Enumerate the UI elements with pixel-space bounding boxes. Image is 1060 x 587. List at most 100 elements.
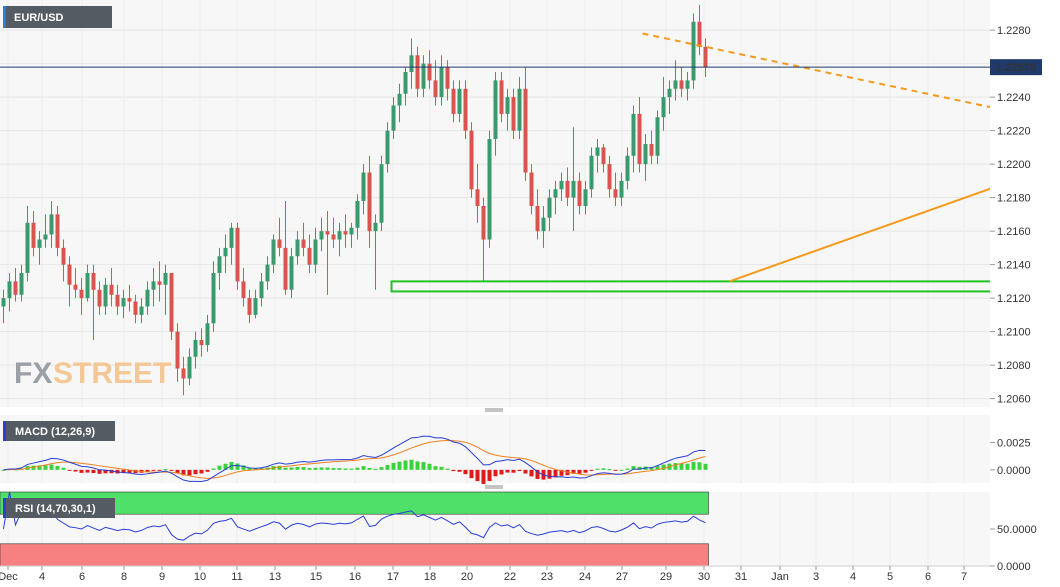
time-tick-label: 7: [961, 571, 967, 583]
macd-histogram-bar: [433, 466, 438, 470]
candle-body: [55, 214, 60, 248]
candle-body: [571, 180, 576, 198]
macd-histogram-bar: [67, 469, 72, 471]
macd-histogram-bar: [55, 465, 60, 470]
macd-signal-line: [3, 439, 706, 479]
time-tick-label: 23: [541, 571, 553, 583]
candle-body: [163, 273, 168, 285]
macd-histogram-bar: [145, 469, 150, 472]
macd-histogram-bar: [523, 469, 528, 474]
candle-body: [337, 231, 342, 240]
macd-resize-handle[interactable]: [485, 408, 503, 412]
macd-histogram-bar: [583, 469, 588, 473]
candle-body: [49, 214, 54, 235]
macd-histogram-bar: [49, 464, 54, 470]
macd-tick-label: 0.0000: [997, 465, 1031, 477]
candle-body: [25, 222, 30, 274]
time-tick-label: 24: [579, 571, 591, 583]
candle-body: [259, 281, 264, 299]
macd-histogram-bar: [469, 469, 474, 479]
candle-body: [619, 180, 624, 198]
rsi-oversold-band: [0, 543, 709, 567]
candle-body: [265, 264, 270, 282]
candle-body: [37, 239, 42, 248]
macd-histogram-bar: [595, 468, 600, 470]
candle-body: [673, 80, 678, 89]
macd-histogram-bar: [559, 469, 564, 476]
macd-histogram-bar: [355, 467, 360, 470]
macd-histogram-bar: [211, 468, 216, 470]
macd-histogram-bar: [235, 463, 240, 470]
macd-histogram-bar: [439, 466, 444, 470]
candle-body: [31, 222, 36, 248]
candle-body: [349, 227, 354, 235]
candle-body: [175, 331, 180, 369]
price-tick-label: 1.2100: [997, 327, 1031, 339]
macd-histogram-bar: [691, 461, 696, 470]
candle-body: [157, 281, 162, 285]
candle-body: [583, 189, 588, 207]
candle-body: [607, 164, 612, 190]
candle-body: [439, 66, 444, 98]
time-tick-label: 18: [424, 571, 436, 583]
symbol-label: EUR/USD: [14, 12, 64, 24]
macd-histogram-bar: [481, 469, 486, 484]
macd-histogram-bar: [103, 469, 108, 474]
time-tick-label: Jan: [771, 571, 789, 583]
macd-histogram-bar: [343, 468, 348, 470]
rsi-resize-handle[interactable]: [485, 485, 503, 489]
candle-body: [361, 172, 366, 201]
macd-histogram-bar: [283, 467, 288, 470]
candle-body: [667, 88, 672, 98]
rsi-tick-label: 50.0000: [997, 524, 1037, 536]
candle-body: [145, 289, 150, 307]
candle-body: [595, 147, 600, 156]
time-tick-label: 6: [925, 571, 931, 583]
candle-body: [199, 340, 204, 346]
candle-body: [355, 200, 360, 228]
candle-body: [229, 227, 234, 248]
candle-body: [397, 93, 402, 106]
candle-body: [169, 273, 174, 332]
price-tick-label: 1.2160: [997, 226, 1031, 238]
candle-body: [649, 144, 654, 156]
time-tick-label: 9: [159, 571, 165, 583]
macd-histogram-bar: [685, 463, 690, 470]
macd-histogram-bar: [289, 467, 294, 470]
candle-body: [643, 144, 648, 165]
macd-histogram-bar: [175, 469, 180, 474]
macd-histogram-bar: [181, 469, 186, 476]
macd-histogram-bar: [163, 468, 168, 470]
candle-body: [103, 284, 108, 307]
macd-histogram-bar: [319, 467, 324, 470]
macd-histogram-bar: [463, 469, 468, 475]
macd-histogram-bar: [625, 468, 630, 470]
candle-body: [409, 55, 414, 73]
candle-body: [445, 66, 450, 89]
candle-body: [433, 80, 438, 98]
candle-body: [271, 239, 276, 265]
macd-histogram-bar: [421, 462, 426, 470]
candle-body: [523, 88, 528, 173]
price-tick-label: 1.2240: [997, 92, 1031, 104]
candle-body: [553, 189, 558, 198]
macd-histogram-bar: [487, 469, 492, 481]
macd-histogram-bar: [637, 466, 642, 470]
candle-body: [685, 80, 690, 89]
macd-histogram-bar: [457, 469, 462, 472]
macd-histogram-bar: [493, 469, 498, 477]
macd-histogram-bar: [529, 469, 534, 477]
macd-histogram-bar: [193, 469, 198, 475]
macd-histogram-bar: [73, 469, 78, 472]
macd-histogram-bar: [601, 468, 606, 470]
candle-body: [379, 164, 384, 223]
candle-body: [85, 273, 90, 299]
price-tick-label: 1.2200: [997, 159, 1031, 171]
candle-body: [691, 21, 696, 81]
time-tick-label: 31: [735, 571, 747, 583]
candle-body: [241, 281, 246, 299]
macd-histogram-bar: [223, 463, 228, 470]
candle-body: [277, 239, 282, 248]
candle-body: [493, 80, 498, 140]
time-tick-label: 27: [616, 571, 628, 583]
